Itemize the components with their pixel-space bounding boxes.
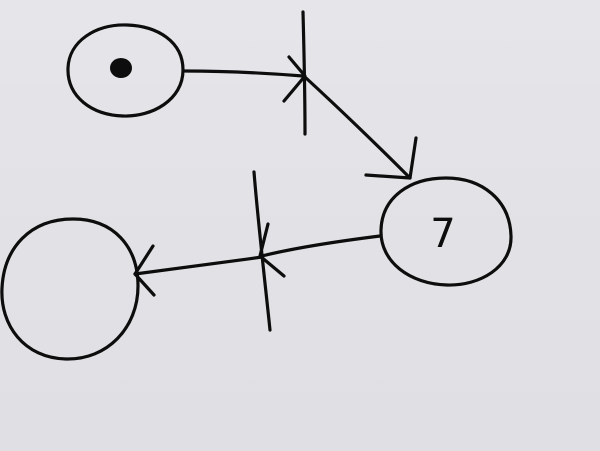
place-p3-circle xyxy=(0,217,140,361)
place-p3 xyxy=(0,217,140,361)
place-p1 xyxy=(66,23,185,118)
arc-p1-t1 xyxy=(183,55,307,103)
arc-t2-p3-arrowhead xyxy=(133,244,156,297)
arc-p2-t2 xyxy=(260,234,382,258)
place-p2: 7 xyxy=(379,176,513,287)
arc-t1-p2 xyxy=(304,76,418,180)
place-p2-label: 7 xyxy=(430,211,455,257)
arc-t2-p3-line xyxy=(133,255,264,276)
transition-t1-bar xyxy=(301,10,307,136)
arc-t1-p2-arrowhead xyxy=(364,136,418,180)
arc-p1-t1-line xyxy=(183,69,305,78)
arc-p1-t1-arrowhead xyxy=(282,55,307,103)
transition-t1 xyxy=(301,10,307,136)
place-p2-circle xyxy=(379,176,513,287)
arc-t1-p2-line xyxy=(304,76,412,180)
place-p1-circle xyxy=(66,23,185,118)
arc-p2-t2-line xyxy=(260,234,382,258)
arc-t2-p3 xyxy=(133,244,264,297)
token-dot xyxy=(110,58,132,78)
